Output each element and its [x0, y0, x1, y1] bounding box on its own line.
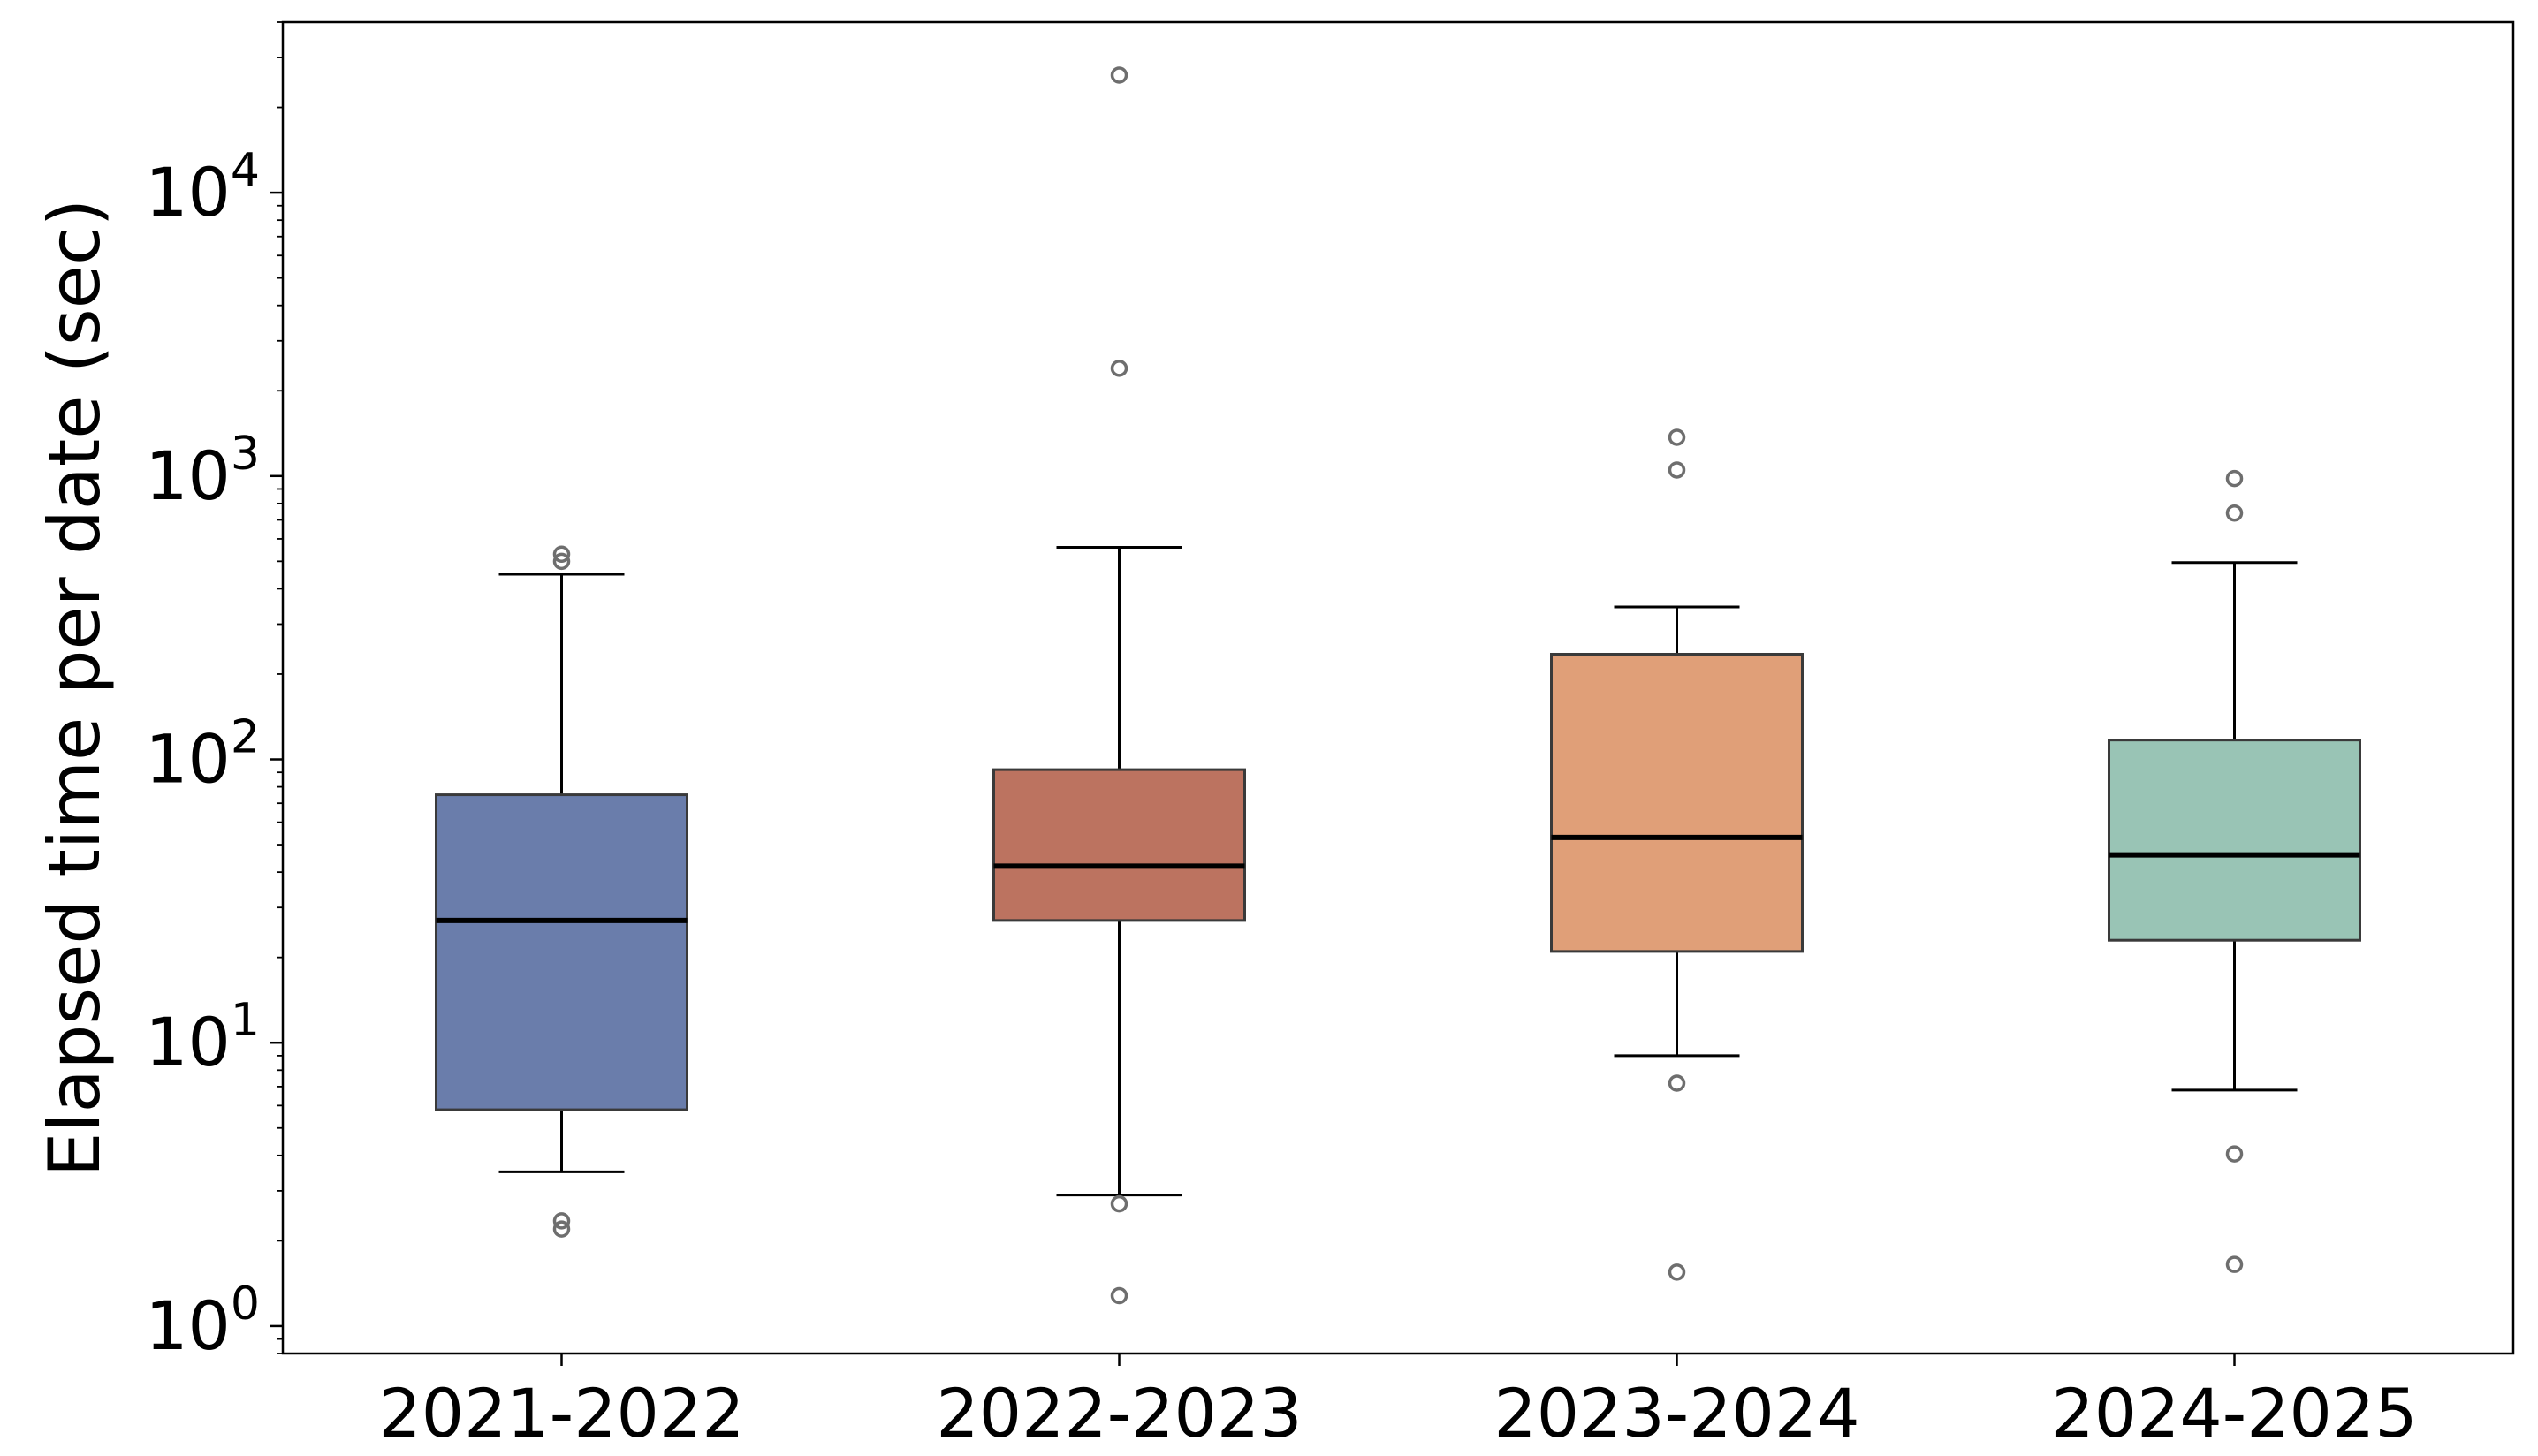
plot-frame: [281, 20, 2515, 1355]
y-tick-label-exponent: 1: [231, 994, 260, 1047]
outlier-point: [1110, 1286, 1128, 1305]
y-tick-label-exponent: 3: [231, 428, 260, 481]
box-iqr: [435, 793, 688, 1111]
outlier-point: [552, 545, 571, 563]
y-tick-label: 104: [145, 144, 260, 231]
x-tick-label: 2022-2023: [936, 1374, 1302, 1452]
x-tick-label: 2024-2025: [2051, 1374, 2417, 1452]
outlier-point: [1110, 1194, 1128, 1213]
y-axis-title: Elapsed time per date (sec): [34, 199, 116, 1177]
y-tick-label: 100: [145, 1278, 260, 1365]
y-tick-label-base: 10: [145, 720, 231, 799]
plot-layer: [435, 66, 2361, 1305]
outlier-point: [552, 1220, 571, 1238]
outlier-point: [2225, 1255, 2244, 1273]
outlier-point: [1668, 1263, 1686, 1281]
outlier-point: [2225, 469, 2244, 488]
box-group: [435, 545, 688, 1238]
outlier-point: [1668, 428, 1686, 446]
outlier-point: [2225, 504, 2244, 522]
outlier-point: [552, 552, 571, 571]
y-tick-label-exponent: 4: [231, 144, 260, 197]
outlier-point: [1110, 360, 1128, 377]
box-group: [2108, 469, 2361, 1273]
box-iqr: [992, 768, 1246, 922]
y-tick-label: 102: [145, 711, 260, 799]
y-tick-label: 103: [145, 428, 260, 515]
box-iqr: [2108, 739, 2361, 942]
y-tick-label-base: 10: [145, 153, 231, 231]
outlier-point: [552, 1212, 571, 1230]
outlier-point: [1110, 66, 1128, 84]
outlier-point: [1668, 1074, 1686, 1092]
x-tick-label: 2021-2022: [378, 1374, 744, 1452]
outlier-point: [1668, 461, 1686, 479]
y-tick-label-base: 10: [145, 1286, 231, 1365]
axis-layer: 2021-2022 2022-2023 2023-2024 2024-20251001…: [145, 21, 2418, 1452]
box-iqr: [1550, 652, 1804, 953]
y-tick-label: 101: [145, 994, 260, 1081]
y-tick-label-exponent: 0: [231, 1278, 260, 1331]
box-group: [1550, 428, 1804, 1281]
outlier-point: [2225, 1145, 2244, 1163]
y-tick-label-base: 10: [145, 436, 231, 515]
y-tick-label-exponent: 2: [231, 711, 260, 764]
y-tick-label-base: 10: [145, 1003, 231, 1081]
box-group: [992, 66, 1246, 1305]
x-tick-label: 2023-2024: [1493, 1374, 1859, 1452]
